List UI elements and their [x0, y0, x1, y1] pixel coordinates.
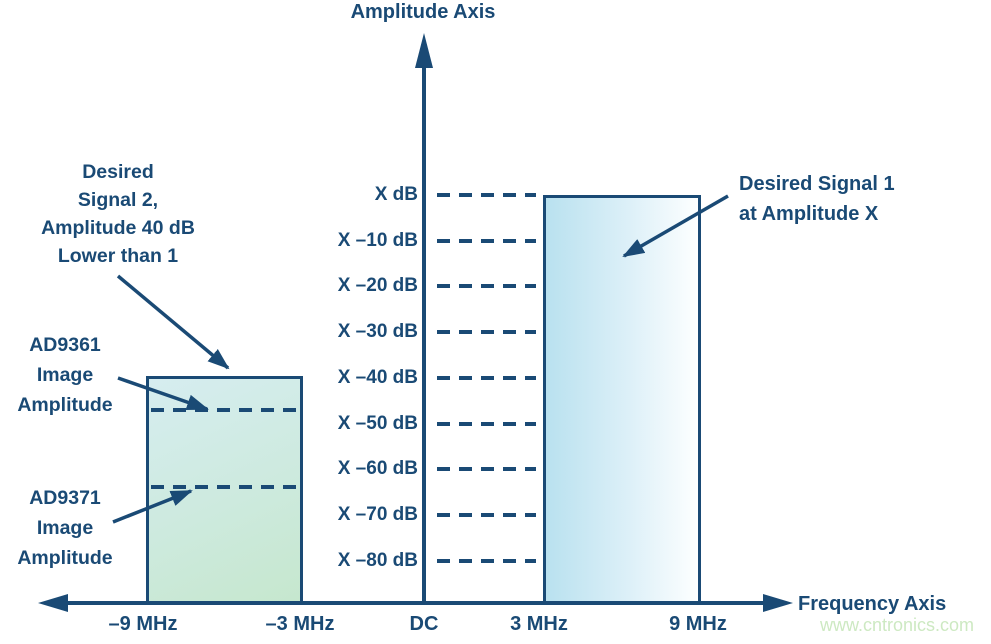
frequency-tick-label: –3 MHz [265, 613, 335, 635]
frequency-tick-label: 3 MHz [510, 613, 568, 635]
frequency-tick-label: –9 MHz [108, 613, 178, 635]
annotation-line: at Amplitude X [739, 203, 879, 225]
frequency-axis-title: Frequency Axis [798, 593, 947, 615]
amplitude-gridline [437, 193, 536, 197]
annotation-line: Signal 2, [77, 189, 159, 211]
annotation-line: Desired [82, 161, 154, 183]
annotation-line: Desired Signal 1 [739, 173, 895, 195]
ad9371-image-annotation: AD9371 Image Amplitude [0, 483, 130, 573]
amplitude-tick-label: X –40 dB [337, 367, 418, 388]
amplitude-tick-label: X –50 dB [337, 413, 418, 434]
annotation-line: Lower than 1 [57, 245, 179, 267]
amplitude-gridline [437, 467, 536, 471]
amplitude-axis-title: Amplitude Axis [350, 1, 496, 23]
ad9361-image-annotation: AD9361 Image Amplitude [0, 330, 130, 420]
amplitude-tick-label: X dB [374, 184, 418, 205]
amplitude-tick-label: X –20 dB [337, 275, 418, 296]
annotation-line: Amplitude [17, 547, 113, 569]
frequency-axis-arrowhead-right [763, 594, 793, 612]
annotation-line: AD9371 [29, 487, 101, 509]
frequency-tick-label: DC [409, 613, 439, 635]
amplitude-gridline [437, 330, 536, 334]
amplitude-gridline [437, 559, 536, 563]
desired-signal-1-annotation: Desired Signal 1 at Amplitude X [739, 169, 959, 229]
amplitude-gridline [437, 422, 536, 426]
amplitude-tick-label: X –70 dB [337, 504, 418, 525]
frequency-tick-label: 9 MHz [669, 613, 727, 635]
amplitude-gridline [437, 284, 536, 288]
annotation-line: Image [36, 364, 94, 386]
ad9371-image-level-line [151, 485, 299, 489]
amplitude-tick-label: X –80 dB [337, 550, 418, 571]
desired-signal-2-annotation: Desired Signal 2, Amplitude 40 dB Lower … [18, 158, 218, 270]
annotation-line: Image [36, 517, 94, 539]
amplitude-tick-label: X –60 dB [337, 458, 418, 479]
desired-signal-1-bar [543, 195, 701, 605]
amplitude-gridline [437, 239, 536, 243]
ad9361-image-level-line [151, 408, 299, 412]
annotation-line: AD9361 [29, 334, 101, 356]
frequency-axis-arrowhead-left [38, 594, 68, 612]
amplitude-axis-arrowhead [415, 33, 433, 68]
amplitude-tick-label: X –10 dB [337, 230, 418, 251]
amplitude-gridline [437, 376, 536, 380]
annotation-line: Amplitude [17, 394, 113, 416]
watermark-text: www.cntronics.com [820, 615, 975, 635]
amplitude-gridline [437, 513, 536, 517]
annotation-line: Amplitude 40 dB [41, 217, 195, 239]
arrow-desired-signal-2 [116, 274, 230, 370]
amplitude-tick-label: X –30 dB [337, 321, 418, 342]
